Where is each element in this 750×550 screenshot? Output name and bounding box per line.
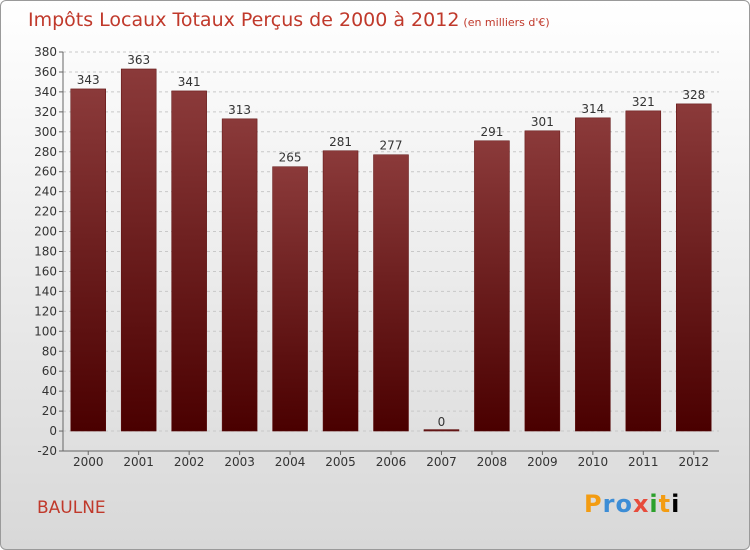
y-tick-label: 0 <box>49 424 57 438</box>
y-tick-label: 40 <box>42 384 57 398</box>
logo-letter: P <box>584 490 603 518</box>
town-name: BAULNE <box>37 498 106 518</box>
x-tick-label: 2005 <box>325 455 356 469</box>
y-tick-label: 160 <box>34 264 57 278</box>
y-tick-label: 200 <box>34 225 57 239</box>
bar <box>221 118 258 432</box>
bar <box>171 90 207 432</box>
x-tick-label: 2007 <box>426 455 457 469</box>
bar-value-label: 281 <box>329 135 352 149</box>
y-tick-label: -20 <box>37 444 57 458</box>
y-tick-label: 60 <box>42 364 57 378</box>
bar <box>70 88 106 432</box>
y-tick-label: 240 <box>34 185 57 199</box>
y-tick-label: 20 <box>42 404 57 418</box>
y-tick-label: 100 <box>34 324 57 338</box>
y-axis-ticks: -20 0 20 40 60 80 100 120 140 160 180 200 220 240 260 2… <box>34 45 63 458</box>
bar <box>625 110 662 432</box>
logo-letter: i <box>671 490 681 518</box>
y-tick-label: 300 <box>34 125 57 139</box>
y-tick-label: 360 <box>34 65 57 79</box>
y-tick-label: 260 <box>34 165 57 179</box>
x-tick-label: 2006 <box>376 455 407 469</box>
logo-letter: i <box>649 490 659 518</box>
bar-value-label: 291 <box>480 125 503 139</box>
bar-value-label: 341 <box>178 75 201 89</box>
x-tick-label: 2011 <box>628 455 659 469</box>
bar <box>474 140 510 432</box>
y-tick-label: 120 <box>34 304 57 318</box>
logo-letter: o <box>615 490 633 518</box>
logo-letter: r <box>602 490 616 518</box>
bar-value-label: 343 <box>77 73 100 87</box>
bar <box>120 68 157 432</box>
x-tick-label: 2002 <box>174 455 205 469</box>
bar <box>676 103 712 432</box>
chart-subtitle: (en milliers d'€) <box>463 16 550 29</box>
y-tick-label: 180 <box>34 245 57 259</box>
y-tick-label: 80 <box>42 344 57 358</box>
bar-value-label: 313 <box>228 103 251 117</box>
x-tick-label: 2009 <box>527 455 558 469</box>
logo-letter: t <box>658 490 672 518</box>
bar-value-label: 363 <box>127 53 150 67</box>
y-tick-label: 320 <box>34 105 57 119</box>
x-tick-label: 2000 <box>73 455 104 469</box>
y-tick-label: 280 <box>34 145 57 159</box>
x-tick-label: 2012 <box>678 455 709 469</box>
y-tick-label: 220 <box>34 205 57 219</box>
bar-value-label: 265 <box>279 151 302 165</box>
bar-value-label: 0 <box>438 415 446 429</box>
y-tick-label: 380 <box>34 45 57 59</box>
bar <box>322 150 359 432</box>
x-tick-label: 2008 <box>477 455 508 469</box>
x-tick-label: 2001 <box>123 455 154 469</box>
logo-letter: x <box>632 490 650 518</box>
bar-value-label: 321 <box>632 95 655 109</box>
x-tick-label: 2003 <box>224 455 255 469</box>
x-axis-ticks: 2000 2001 2002 2003 2004 2005 2006 2007 2008 2009… <box>73 451 709 469</box>
bar-value-label: 314 <box>581 102 604 116</box>
x-tick-label: 2004 <box>275 455 306 469</box>
bar <box>423 429 460 432</box>
bar-value-label: 328 <box>682 88 705 102</box>
bar <box>524 130 561 432</box>
y-tick-label: 340 <box>34 85 57 99</box>
y-tick-label: 140 <box>34 284 57 298</box>
bar <box>373 154 409 432</box>
bar-value-label: 277 <box>380 139 403 153</box>
chart-title-text: Impôts Locaux Totaux Perçus de 2000 à 20… <box>28 9 460 31</box>
chart-title: Impôts Locaux Totaux Perçus de 2000 à 20… <box>28 9 550 31</box>
bars: 343 363 341 313 265 281 277 0 291 301 314 321 328 <box>70 53 712 432</box>
bar-value-label: 301 <box>531 115 554 129</box>
bar <box>272 166 308 432</box>
x-tick-label: 2010 <box>578 455 609 469</box>
proxiti-logo[interactable]: Proxiti <box>584 490 680 518</box>
bar <box>575 117 611 432</box>
